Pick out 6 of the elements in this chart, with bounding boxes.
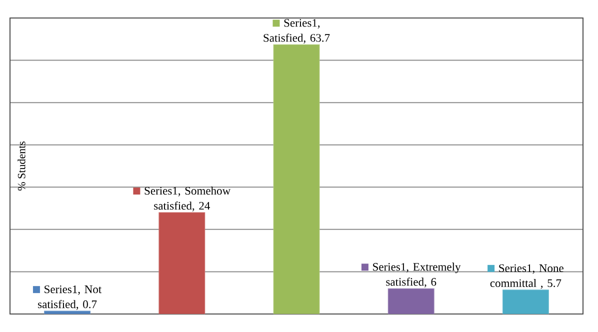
y-axis-title: % Students — [18, 141, 26, 191]
data-label: Series1, Somehow satisfied, 24 — [144, 186, 231, 212]
data-label: Series1, Extremely satisfied, 6 — [373, 262, 461, 288]
data-label: Series1, Not satisfied, 0.7 — [38, 285, 102, 310]
data-label: Series1, None committal , 5.7 — [490, 264, 564, 289]
data-label: Series1, Satisfied, 63.7 — [264, 19, 330, 44]
